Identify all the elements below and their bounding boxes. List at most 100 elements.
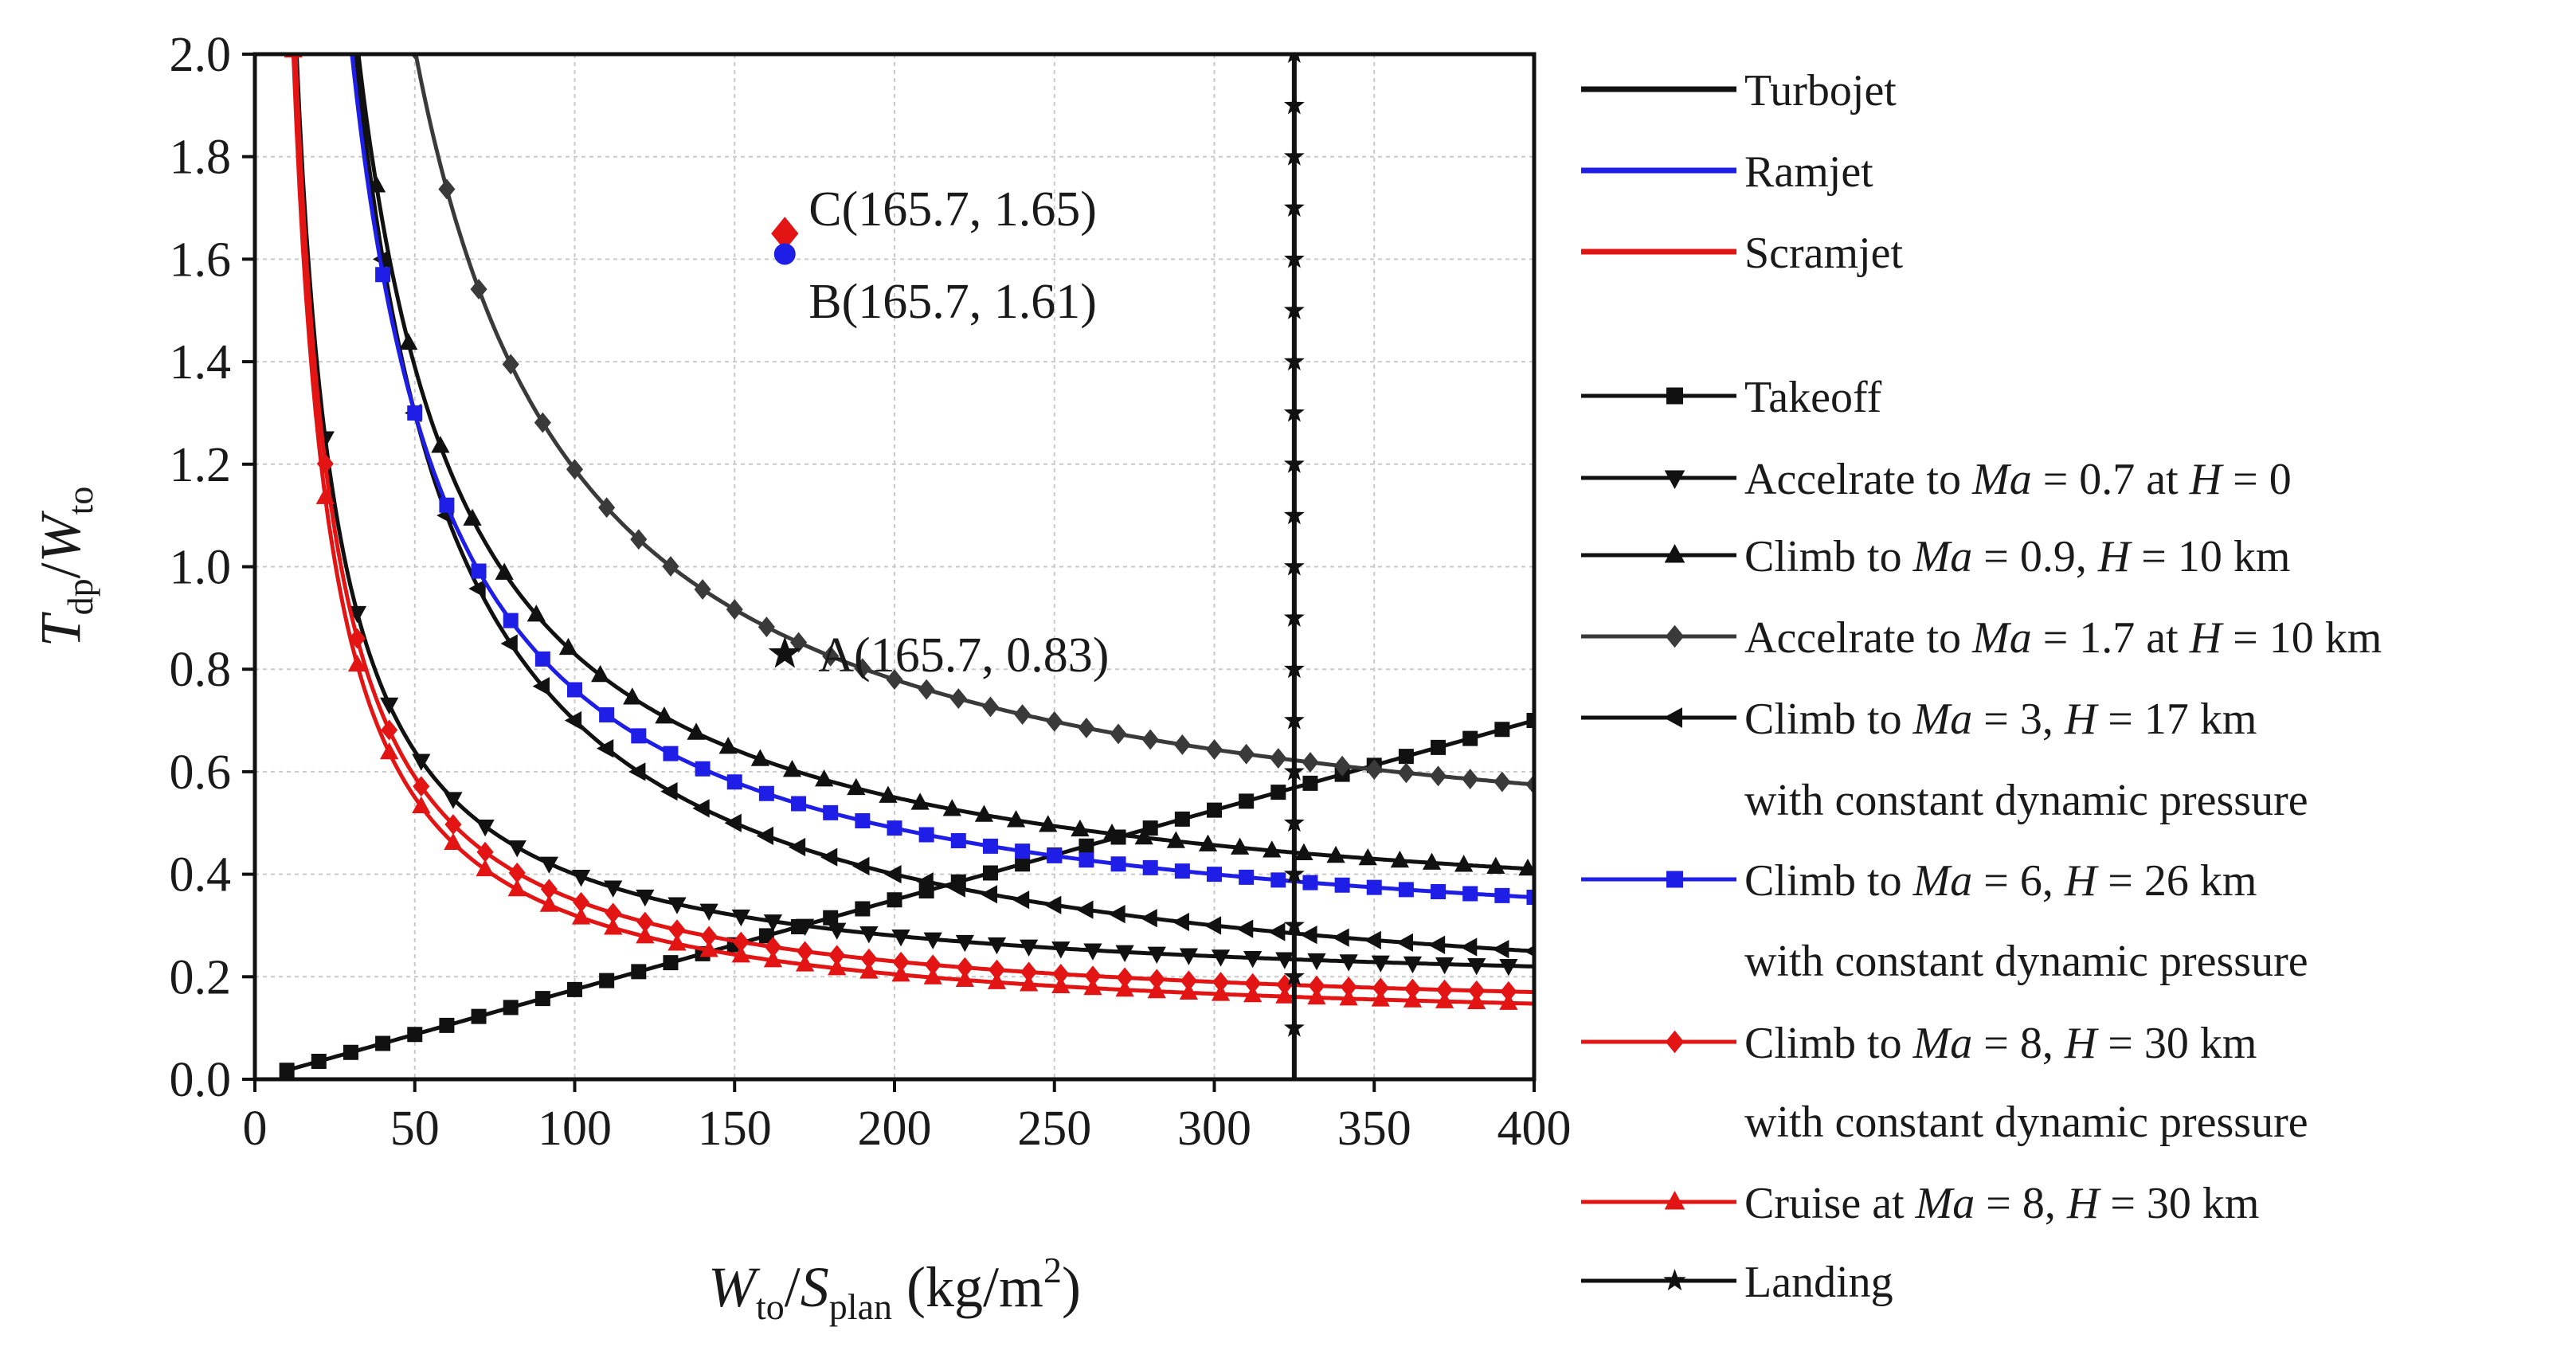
legend-label-part: = 30 km [2099,1179,2259,1228]
series-2 [294,54,1534,977]
data-point [1115,945,1134,963]
data-point [887,820,902,836]
data-point [1422,852,1442,870]
data-point [1302,875,1318,890]
data-point [756,826,773,845]
data-point [918,827,934,843]
data-point [315,487,335,504]
data-point [1486,856,1505,874]
x-tick-label: 200 [858,1102,932,1156]
legend-label-part: = 30 km [2096,1019,2257,1068]
data-point [407,405,423,421]
data-point [1268,922,1286,941]
data-point [980,885,998,904]
data-point [636,926,655,944]
data-point [1307,987,1326,1005]
data-point [660,782,678,801]
data-point [859,961,879,979]
data-point [1302,752,1319,773]
data-point [662,556,679,577]
data-point [599,973,615,988]
data-point [1427,935,1446,954]
data-point [507,879,527,897]
data-point [699,940,718,957]
y-tick-label: 1.2 [170,438,232,492]
data-point [950,832,966,848]
legend-label-part: Climb to [1744,1019,1913,1068]
data-point [1015,843,1031,859]
legend-label-part: Ma [1971,455,2032,504]
legend-label: Climb to Ma = 0.9, H = 10 km [1744,532,2290,581]
data-point [471,1008,487,1024]
data-point [1403,956,1423,974]
data-point [1430,765,1447,787]
legend-entry: Accelrate to Ma = 0.7 at H = 0 [1581,455,2292,504]
data-point [1230,837,1250,855]
data-point [1283,555,1305,576]
data-point [1211,949,1231,967]
data-point [859,926,879,944]
data-point [311,1053,327,1069]
y-title-sub: dp [60,578,100,615]
data-point [1263,840,1282,858]
data-point [623,687,642,705]
grid-lines [255,54,1534,1079]
legend-label-part: Accelrate to [1744,455,1972,504]
y-tick-label: 0.4 [170,848,232,902]
x-tick-label: 0 [243,1102,268,1156]
data-point [1467,958,1486,976]
data-point [1006,810,1026,828]
data-point [630,529,648,550]
legend-label-part: H [2064,695,2099,744]
data-point [596,739,614,758]
y-tick-label: 1.6 [170,233,232,287]
data-point [1147,980,1166,999]
data-point [631,728,647,744]
data-point [1211,984,1231,1001]
x-title-sub: to [756,1286,785,1327]
data-point [1435,957,1454,975]
data-point [1110,723,1127,745]
data-point [1047,847,1063,863]
data-point [495,562,514,580]
data-point [439,497,455,513]
data-point [1134,827,1153,845]
data-point [444,832,463,850]
y-tick-label: 0.8 [170,643,232,697]
axes-frame [242,52,1537,1092]
data-point [1307,953,1326,971]
x-title-part: S [801,1255,829,1319]
annotation-marker [773,243,796,265]
x-tick-label: 250 [1017,1102,1091,1156]
data-point [955,934,974,953]
data-point [1435,991,1454,1008]
data-point [1283,965,1305,986]
data-point [782,760,802,777]
data-point [1492,940,1509,959]
legend-marker [1665,624,1685,648]
data-point [791,796,807,812]
data-point [539,894,559,912]
data-point [982,865,998,881]
data-point [471,563,487,579]
data-point [822,645,840,667]
data-point [439,1017,455,1033]
annotation-marker [768,636,801,668]
data-point [1431,739,1447,755]
y-title-part: W [29,510,92,562]
data-point [663,746,679,761]
data-point [1462,730,1478,746]
data-point [828,958,847,976]
series-6 [350,54,1534,906]
x-title-sub: plan [829,1286,892,1327]
legend-label-part: = 0.7 at [2032,455,2190,504]
data-point [476,859,495,877]
data-point [381,719,398,741]
data-point [667,933,687,951]
series-4 [410,54,1534,795]
data-point [412,796,431,814]
data-point [663,955,679,971]
data-point [507,840,527,858]
data-point [1294,843,1313,860]
y-title-sub: to [60,487,100,515]
